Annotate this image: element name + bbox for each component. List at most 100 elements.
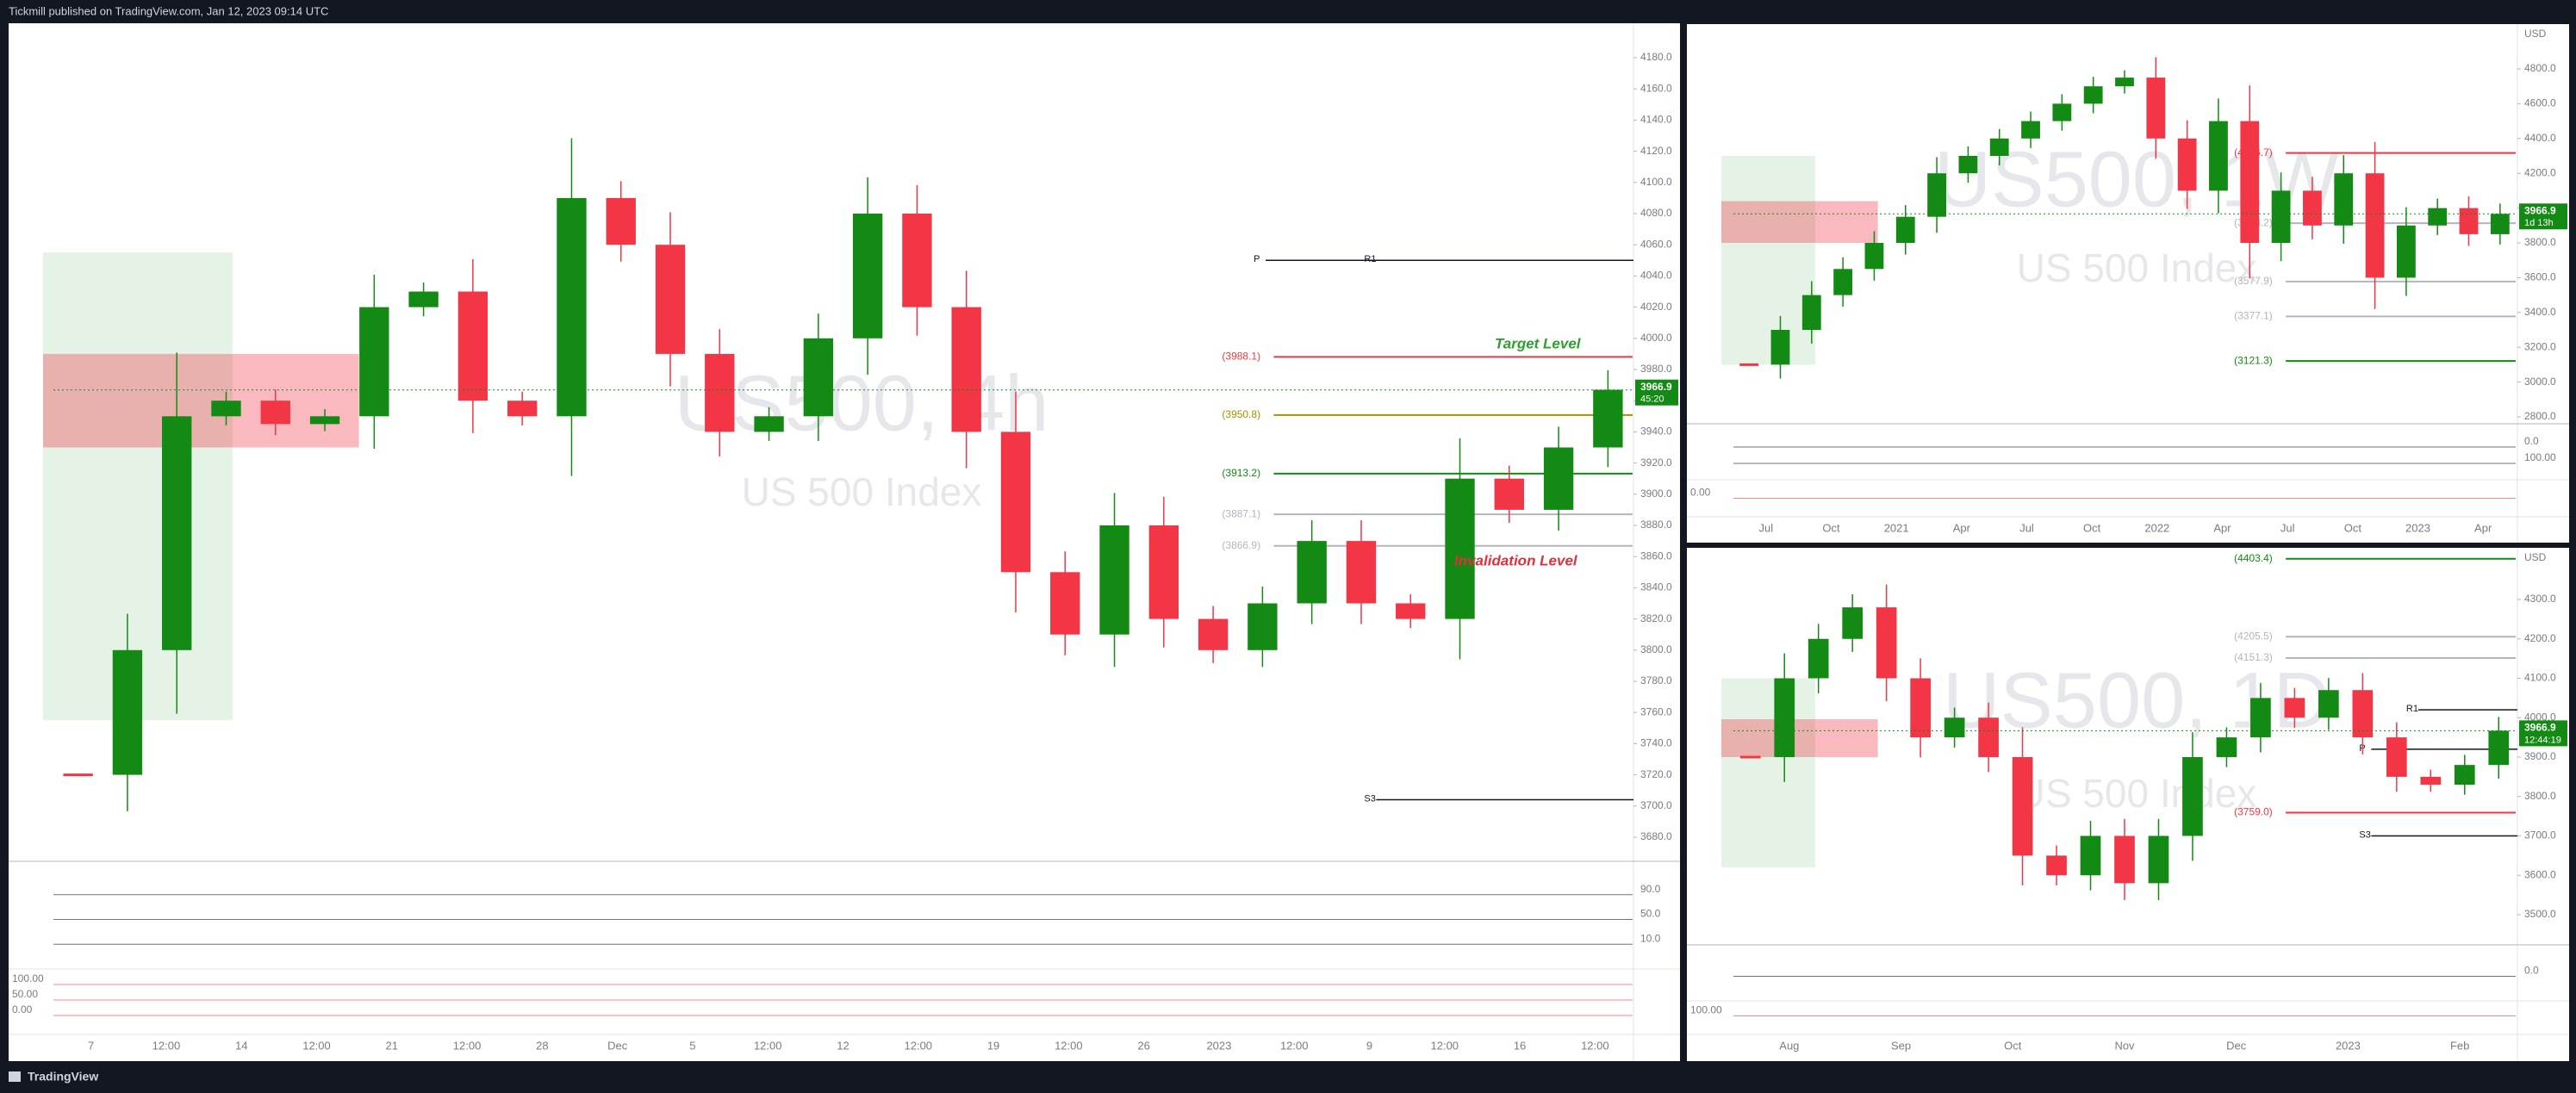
level-label: (3950.8)	[1222, 408, 1260, 420]
indicator-label: 100.00	[1690, 1004, 1722, 1016]
y-tick-label: 3600.0	[2524, 271, 2556, 283]
y-tick-label: 3500.0	[2524, 908, 2556, 920]
y-tick-label: 3680.0	[1640, 830, 1672, 842]
x-tick-label: Jul	[2280, 521, 2295, 534]
x-tick-label: Dec	[607, 1039, 628, 1052]
current-price-timer: 45:20	[1640, 394, 1664, 405]
y-tick-label: 4100.0	[1640, 176, 1672, 188]
candle-body	[2459, 208, 2479, 234]
y-tick-label: 3940.0	[1640, 425, 1672, 438]
volume-profile	[43, 252, 233, 721]
y-tick-label: 3860.0	[1640, 550, 1672, 562]
y-tick-label: 4100.0	[2524, 672, 2556, 684]
x-tick-label: Jul	[2019, 521, 2034, 534]
x-tick-label: 28	[536, 1039, 548, 1052]
candle-body	[852, 214, 883, 338]
volume-profile	[1721, 156, 1815, 365]
candle-body	[705, 353, 735, 432]
y-tick-label: 4180.0	[1640, 51, 1672, 63]
watermark-description: US 500 Index	[2017, 245, 2257, 290]
annotation: Invalidation Level	[1454, 552, 1578, 568]
candle-body	[2240, 121, 2260, 243]
y-tick-label: 3900.0	[1640, 488, 1672, 500]
candle-body	[2488, 730, 2510, 766]
x-tick-label: Dec	[2226, 1039, 2247, 1052]
candle-body	[2365, 173, 2385, 278]
candle-body	[2146, 78, 2166, 139]
candle-body	[2352, 690, 2374, 738]
candle-body	[1927, 173, 1946, 217]
candle-body	[2318, 690, 2339, 718]
candle-body	[1198, 618, 1229, 650]
y-tick-label: 3900.0	[2524, 750, 2556, 762]
level-label: (3866.9)	[1222, 539, 1260, 551]
candle-body	[2209, 121, 2228, 191]
volume-profile	[1721, 201, 1878, 243]
annotation: Target Level	[1495, 335, 1582, 351]
candle-body	[606, 197, 636, 245]
x-tick-label: 2023	[1206, 1039, 1231, 1052]
watermark-symbol: US500, 1D	[1943, 656, 2330, 744]
y-tick-label: 4120.0	[1640, 145, 1672, 157]
y-tick-label: 4200.0	[2524, 632, 2556, 644]
y-tick-label: 4600.0	[2524, 97, 2556, 109]
candle-body	[112, 649, 143, 775]
candle-body	[1833, 269, 1853, 295]
x-tick-label: 26	[1137, 1039, 1149, 1052]
indicator-label: 0.00	[12, 1003, 33, 1015]
indicator-label: 50.0	[1640, 908, 1661, 920]
volume-profile	[1721, 678, 1815, 868]
x-tick-label: Sep	[1891, 1039, 1911, 1052]
x-tick-label: 2023	[2405, 521, 2430, 534]
x-tick-label: 12:00	[905, 1039, 933, 1052]
level-label: (3121.3)	[2234, 354, 2273, 366]
candle-body	[2454, 765, 2475, 786]
y-tick-label: 4000.0	[1640, 332, 1672, 344]
candle-body	[2396, 225, 2416, 278]
y-tick-label: 3740.0	[1640, 737, 1672, 749]
candle-body	[2334, 173, 2354, 226]
candle-body	[162, 416, 192, 650]
y-tick-label: 3800.0	[1640, 643, 1672, 655]
candle-body	[309, 416, 340, 425]
y-tick-label: 3880.0	[1640, 519, 1672, 531]
indicator-label: 100.00	[2524, 451, 2556, 463]
candle-body	[2490, 214, 2510, 234]
y-tick-label: 3600.0	[2524, 868, 2556, 880]
candle-body	[1050, 572, 1080, 635]
candle-body	[2012, 757, 2033, 856]
x-tick-label: 12:00	[152, 1039, 181, 1052]
x-tick-label: Aug	[1779, 1039, 1799, 1052]
x-tick-label: 12:00	[453, 1039, 482, 1052]
footer-brand: TradingView	[28, 1070, 98, 1084]
candle-body	[2216, 737, 2237, 757]
y-tick-label: 3000.0	[2524, 376, 2556, 388]
level-label: (3377.1)	[2234, 310, 2273, 322]
current-price-timer: 1d 13h	[2524, 218, 2554, 228]
y-tick-label: 4000.0	[2524, 711, 2556, 723]
indicator-label: 0.0	[2524, 965, 2539, 977]
x-tick-label: Oct	[2083, 521, 2101, 534]
candle-body	[2177, 138, 2197, 191]
currency-label: USD	[2524, 28, 2547, 40]
x-tick-label: 12:00	[1280, 1039, 1309, 1052]
y-tick-label: 2800.0	[2524, 410, 2556, 422]
y-tick-label: 4080.0	[1640, 207, 1672, 219]
candle-body	[1396, 603, 1426, 619]
y-tick-label: 3800.0	[2524, 236, 2556, 248]
current-price-label: 3966.9	[2524, 722, 2556, 734]
candle-body	[1099, 525, 1129, 635]
level-label: (4151.3)	[2234, 651, 2273, 663]
candle-body	[1895, 216, 1915, 243]
x-tick-label: 12:00	[1055, 1039, 1083, 1052]
candle-body	[2250, 698, 2271, 738]
candle-body	[2114, 835, 2135, 884]
candle-body	[2021, 121, 2040, 139]
y-tick-label: 3780.0	[1640, 674, 1672, 686]
candle-body	[2052, 103, 2072, 121]
y-tick-label: 3400.0	[2524, 306, 2556, 318]
x-tick-label: 5	[689, 1039, 695, 1052]
candle-body	[1248, 603, 1278, 650]
